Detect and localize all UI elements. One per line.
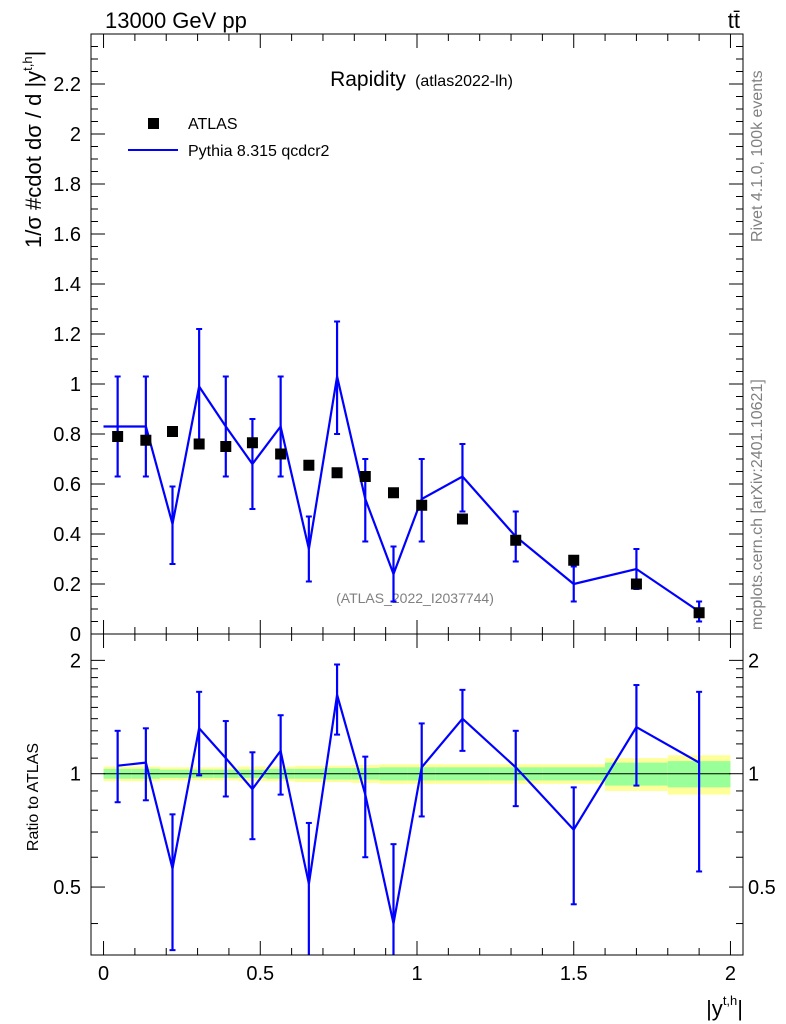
main-y-tick-label: 2 (70, 124, 81, 146)
energy-label: 13000 GeV pp (105, 8, 247, 33)
main-y-axis-title: 1/σ #cdot dσ / d |yt,h| (20, 51, 46, 248)
atlas-data-point (275, 448, 287, 460)
main-y-tick-labels: 0 0.2 0.4 0.6 0.8 1 1.2 1.4 1.6 1.8 2 2.2 (53, 74, 81, 646)
atlas-data-point (112, 431, 124, 442)
ratio-y-tick-label-right: 2 (748, 650, 759, 672)
rivet-info-label: Rivet 4.1.0, 100k events (749, 70, 766, 242)
atlas-data-point (193, 438, 205, 450)
ratio-y-tick-label-right: 1 (748, 764, 759, 786)
atlas-data-point (416, 499, 428, 511)
chart-subtitle: (atlas2022-lh) (415, 73, 513, 90)
analysis-watermark: (ATLAS_2022_I2037744) (336, 590, 494, 606)
main-y-tick-label: 1.6 (53, 224, 81, 246)
atlas-data-point (630, 578, 642, 590)
main-y-tick-label: 0.2 (53, 574, 81, 596)
main-y-axis-title-main: 1/σ #cdot dσ / d |y (21, 71, 46, 248)
ratio-y-axis-title: Ratio to ATLAS (25, 743, 42, 851)
x-axis-title-sup: t,h (723, 993, 737, 1008)
atlas-data-point (387, 487, 399, 499)
atlas-data-point (510, 534, 522, 546)
legend-atlas-marker (148, 118, 159, 129)
ratio-y-tick-label: 2 (70, 650, 81, 672)
main-mc-series (103, 320, 703, 623)
process-label: tt̄ (728, 8, 740, 33)
atlas-data-point (568, 554, 580, 566)
ratio-y-tick-label: 0.5 (53, 877, 81, 899)
main-mc-line (103, 376, 700, 613)
main-y-tick-label: 0.6 (53, 474, 81, 496)
main-panel: 00.20.40.60.811.21.41.61.822.2 Rapidity … (20, 33, 744, 646)
atlas-data-point (456, 513, 468, 525)
x-tick-label: 2 (725, 963, 736, 985)
source-info-label: mcplots.cern.ch [arXiv:2401.10621] (749, 379, 766, 630)
main-axis-ticks (91, 33, 743, 635)
main-y-tick-label: 1.4 (53, 274, 81, 296)
ratio-tick-labels: 0.5 0.5 1 1 2 2 0 0.5 1 1.5 2 (53, 650, 776, 985)
atlas-data-point (220, 441, 232, 452)
legend: ATLAS Pythia 8.315 qcdcr2 (128, 116, 330, 160)
main-y-tick-label: 0.8 (53, 424, 81, 446)
ratio-frame (90, 633, 744, 956)
main-data-series (112, 426, 705, 619)
x-axis-title-end: | (737, 996, 743, 1021)
main-y-tick-label: 0 (70, 624, 81, 646)
main-y-tick-label: 2.2 (53, 74, 81, 96)
main-y-axis-title-end: | (21, 51, 46, 57)
ratio-y-tick-label: 1 (70, 764, 81, 786)
ratio-mc-series (114, 663, 703, 955)
main-y-axis-title-sup: t,h (20, 56, 35, 70)
x-tick-label: 1.5 (560, 963, 588, 985)
atlas-data-point (303, 459, 315, 471)
ratio-axis-ticks (91, 634, 743, 955)
atlas-data-point (167, 426, 178, 437)
main-y-tick-label: 0.4 (53, 524, 81, 546)
legend-atlas-label: ATLAS (188, 116, 238, 133)
atlas-data-point (246, 437, 258, 449)
ratio-panel: 0.5 0.5 1 1 2 2 0 0.5 1 1.5 2 Ratio to ATLAS |yt,h… (25, 633, 776, 1021)
main-y-tick-label: 1.8 (53, 174, 81, 196)
main-y-tick-label: 1 (70, 374, 81, 396)
atlas-data-point (140, 434, 152, 446)
x-axis-title: |yt,h| (706, 993, 743, 1021)
atlas-data-point (359, 471, 371, 482)
legend-pythia-label: Pythia 8.315 qcdcr2 (188, 143, 330, 160)
atlas-data-point (331, 467, 343, 479)
x-axis-title-main: |y (706, 996, 723, 1021)
chart-title: Rapidity (330, 68, 406, 91)
x-tick-label: 1 (411, 963, 422, 985)
x-tick-label: 0.5 (246, 963, 274, 985)
x-tick-label: 0 (98, 963, 109, 985)
main-y-tick-label: 1.2 (53, 324, 81, 346)
atlas-data-point (693, 607, 705, 619)
ratio-mc-line (117, 694, 700, 924)
ratio-y-tick-label-right: 0.5 (748, 877, 776, 899)
